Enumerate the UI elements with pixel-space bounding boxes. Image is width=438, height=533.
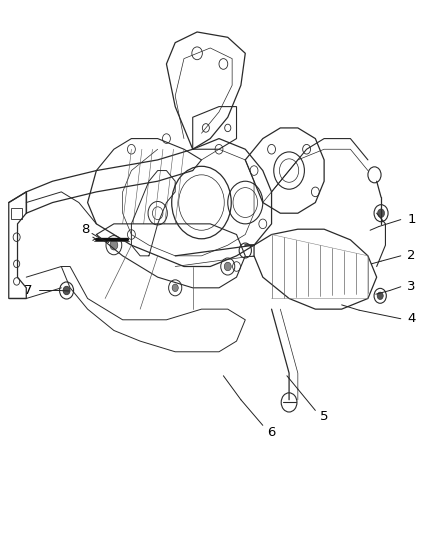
Circle shape: [377, 292, 383, 300]
Circle shape: [110, 240, 118, 250]
Text: 8: 8: [81, 223, 90, 236]
Circle shape: [224, 262, 231, 271]
Circle shape: [172, 284, 178, 292]
Text: 5: 5: [320, 410, 328, 423]
Text: 7: 7: [24, 284, 33, 297]
Circle shape: [378, 209, 385, 217]
Text: 3: 3: [407, 280, 416, 293]
Text: 2: 2: [407, 249, 416, 262]
Circle shape: [63, 286, 70, 295]
Text: 4: 4: [407, 312, 416, 325]
Text: 6: 6: [267, 426, 276, 439]
Text: 1: 1: [407, 213, 416, 226]
